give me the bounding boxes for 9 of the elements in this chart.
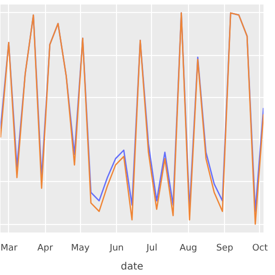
x-tick-label: Jul (146, 244, 158, 254)
x-tick-label: Mar (0, 244, 18, 254)
x-tick-label: Aug (180, 244, 198, 254)
x-tick-label: Sep (216, 244, 234, 254)
x-axis-title: date (120, 262, 144, 272)
x-tick-label: Oct (252, 244, 268, 254)
x-tick-label: May (71, 244, 90, 254)
x-tick-label: Jun (108, 244, 124, 254)
x-tick-label: Apr (37, 244, 54, 254)
